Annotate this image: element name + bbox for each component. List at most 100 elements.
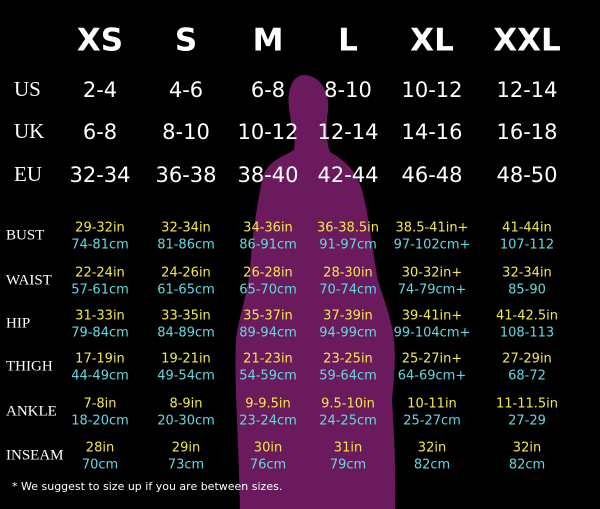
inches-value: 36-38.5in <box>317 221 379 236</box>
conversion-value: 6-8 <box>83 120 117 144</box>
inches-value: 7-8in <box>83 397 116 412</box>
row-label: US <box>14 77 41 101</box>
inches-value: 8-9in <box>169 397 202 412</box>
cm-value: 91-97cm <box>319 238 377 253</box>
inches-value: 29-32in <box>75 221 125 236</box>
cm-value: 97-102cm+ <box>394 238 471 253</box>
conversion-value: 10-12 <box>237 120 298 144</box>
inches-value: 35-37in <box>243 309 293 324</box>
conversion-value: 12-14 <box>496 78 557 102</box>
row-label: ANKLE <box>6 403 57 419</box>
inches-value: 32in <box>418 441 446 456</box>
row-label: INSEAM <box>6 447 64 463</box>
inches-value: 10-11in <box>407 397 457 412</box>
conversion-value: 14-16 <box>401 120 462 144</box>
cm-value: 73cm <box>168 458 204 473</box>
conversion-value: 4-6 <box>169 78 203 102</box>
cm-value: 74-81cm <box>71 238 129 253</box>
inches-value: 22-24in <box>75 266 125 281</box>
conversion-value: 10-12 <box>401 78 462 102</box>
inches-value: 19-21in <box>161 352 211 367</box>
size-header: XL <box>410 23 454 59</box>
cm-value: 65-70cm <box>239 283 297 298</box>
cm-value: 99-104cm+ <box>394 326 471 341</box>
inches-value: 30in <box>254 441 282 456</box>
conversion-value: 38-40 <box>237 163 298 187</box>
inches-value: 31-33in <box>75 309 125 324</box>
inches-value: 9.5-10in <box>321 397 375 412</box>
inches-value: 31in <box>334 441 362 456</box>
cm-value: 86-91cm <box>239 238 297 253</box>
cm-value: 54-59cm <box>239 369 297 384</box>
row-label: UK <box>14 119 44 143</box>
cm-value: 64-69cm+ <box>398 369 466 384</box>
cm-value: 49-54cm <box>157 369 215 384</box>
size-header: L <box>338 23 358 59</box>
conversion-value: 32-34 <box>69 163 130 187</box>
cm-value: 27-29 <box>508 414 546 429</box>
cm-value: 68-72 <box>508 369 546 384</box>
cm-value: 89-94cm <box>239 326 297 341</box>
cm-value: 76cm <box>250 458 286 473</box>
cm-value: 24-25cm <box>319 414 377 429</box>
inches-value: 32in <box>513 441 541 456</box>
conversion-value: 8-10 <box>324 78 372 102</box>
row-label: HIP <box>6 315 30 331</box>
inches-value: 26-28in <box>243 266 293 281</box>
cm-value: 79cm <box>330 458 366 473</box>
cm-value: 81-86cm <box>157 238 215 253</box>
footnote: * We suggest to size up if you are betwe… <box>12 480 282 493</box>
size-header: XS <box>77 23 123 59</box>
inches-value: 30-32in+ <box>402 266 463 281</box>
cm-value: 20-30cm <box>157 414 215 429</box>
conversion-value: 2-4 <box>83 78 117 102</box>
cm-value: 70cm <box>82 458 118 473</box>
inches-value: 28-30in <box>323 266 373 281</box>
cm-value: 94-99cm <box>319 326 377 341</box>
inches-value: 27-29in <box>502 352 552 367</box>
cm-value: 18-20cm <box>71 414 129 429</box>
inches-value: 24-26in <box>161 266 211 281</box>
inches-value: 32-34in <box>161 221 211 236</box>
cm-value: 82cm <box>414 458 450 473</box>
cm-value: 57-61cm <box>71 283 129 298</box>
cm-value: 85-90 <box>508 283 546 298</box>
conversion-value: 8-10 <box>162 120 210 144</box>
inches-value: 11-11.5in <box>496 397 558 412</box>
size-header: S <box>175 23 197 59</box>
cm-value: 84-89cm <box>157 326 215 341</box>
inches-value: 39-41in+ <box>402 309 463 324</box>
inches-value: 34-36in <box>243 221 293 236</box>
inches-value: 41-44in <box>502 221 552 236</box>
cm-value: 25-27cm <box>403 414 461 429</box>
row-label: BUST <box>6 227 44 243</box>
conversion-value: 36-38 <box>155 163 216 187</box>
row-label: THIGH <box>6 358 53 374</box>
inches-value: 29in <box>172 441 200 456</box>
cm-value: 44-49cm <box>71 369 129 384</box>
conversion-value: 46-48 <box>401 163 462 187</box>
row-label: WAIST <box>6 272 52 288</box>
cm-value: 79-84cm <box>71 326 129 341</box>
cm-value: 74-79cm+ <box>398 283 466 298</box>
size-header: XXL <box>493 23 561 59</box>
cm-value: 107-112 <box>500 238 554 253</box>
cm-value: 108-113 <box>500 326 554 341</box>
cm-value: 70-74cm <box>319 283 377 298</box>
inches-value: 25-27in+ <box>402 352 463 367</box>
conversion-value: 16-18 <box>496 120 557 144</box>
inches-value: 37-39in <box>323 309 373 324</box>
cm-value: 82cm <box>509 458 545 473</box>
row-label: EU <box>14 162 42 186</box>
inches-value: 33-35in <box>161 309 211 324</box>
conversion-value: 42-44 <box>317 163 378 187</box>
inches-value: 41-42.5in <box>496 309 558 324</box>
cm-value: 23-24cm <box>239 414 297 429</box>
conversion-value: 12-14 <box>317 120 378 144</box>
size-header: M <box>253 23 284 59</box>
inches-value: 38.5-41in+ <box>396 221 469 236</box>
conversion-value: 6-8 <box>251 78 285 102</box>
inches-value: 17-19in <box>75 352 125 367</box>
inches-value: 23-25in <box>323 352 373 367</box>
